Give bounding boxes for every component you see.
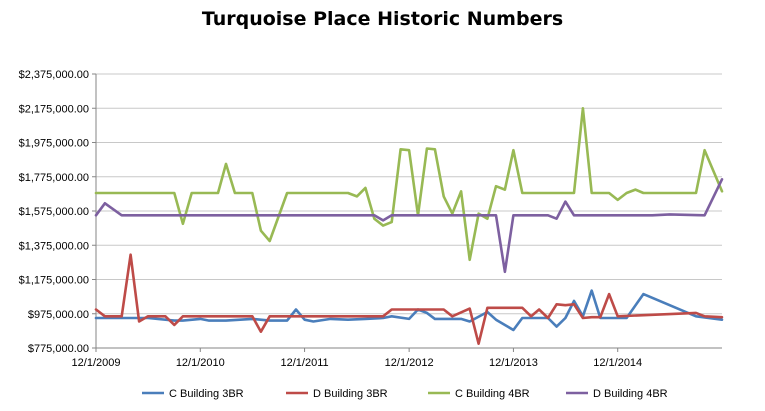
x-tick-labels: 12/1/2009 12/1/2010 12/1/2011 12/1/2012 12/1… bbox=[72, 357, 643, 369]
gridlines bbox=[96, 73, 722, 349]
y-tick-label: $1,575,000.00 bbox=[19, 206, 89, 218]
y-tick-label: $2,375,000.00 bbox=[19, 69, 89, 81]
legend-label: C Building 3BR bbox=[169, 388, 244, 400]
series-line-1 bbox=[94, 289, 724, 332]
y-tick-label: $1,975,000.00 bbox=[19, 138, 89, 150]
y-tick-label: $1,775,000.00 bbox=[19, 172, 89, 184]
x-tick-label: 12/1/2012 bbox=[385, 357, 434, 369]
x-tick-label: 12/1/2014 bbox=[593, 357, 642, 369]
y-tick-label: $975,000.00 bbox=[28, 309, 89, 321]
y-tick-label: $1,175,000.00 bbox=[19, 275, 89, 287]
y-tick-label: $2,175,000.00 bbox=[19, 103, 89, 115]
axes bbox=[92, 73, 722, 352]
x-tick-label: 12/1/2009 bbox=[72, 357, 121, 369]
chart-title: Turquoise Place Historic Numbers bbox=[201, 8, 564, 30]
x-tick-label: 12/1/2010 bbox=[176, 357, 225, 369]
y-tick-label: $775,000.00 bbox=[28, 343, 89, 355]
series-line-3 bbox=[94, 107, 724, 262]
x-tick-label: 12/1/2013 bbox=[489, 357, 538, 369]
y-tick-label: $1,375,000.00 bbox=[19, 240, 89, 252]
series-lines bbox=[94, 107, 724, 346]
legend: C Building 3BR D Building 3BR C Building 4… bbox=[142, 388, 668, 400]
series-line-2 bbox=[94, 253, 724, 346]
x-tick-label: 12/1/2011 bbox=[281, 357, 329, 369]
series-line-4 bbox=[94, 178, 724, 274]
legend-label: D Building 4BR bbox=[593, 388, 668, 400]
legend-label: C Building 4BR bbox=[455, 388, 530, 400]
legend-label: D Building 3BR bbox=[313, 388, 388, 400]
y-tick-labels: $775,000.00 $975,000.00 $1,175,000.00 $1,37… bbox=[19, 69, 89, 355]
